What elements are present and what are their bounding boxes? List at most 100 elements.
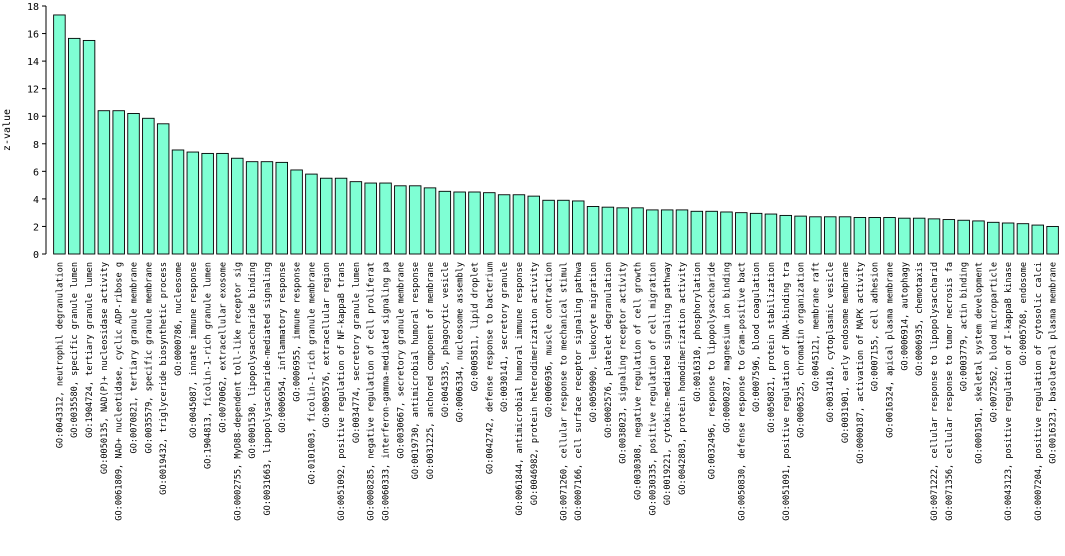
bar (868, 217, 881, 255)
x-category-label: GO:0006936, muscle contraction (545, 262, 555, 417)
x-category-label: GO:0006954, inflammatory response (278, 262, 288, 433)
x-category-label: GO:0016323, basolateral plasma membrane (1049, 262, 1059, 464)
bar (705, 210, 718, 255)
x-category-label: GO:0001530, lipopolysaccharide binding (248, 262, 258, 459)
x-category-label: GO:0002576, platelet degranulation (604, 262, 614, 438)
bar (735, 212, 748, 255)
bar (572, 200, 585, 255)
bar (275, 161, 288, 255)
x-category-label: GO:0070821, tertiary granule membrane (130, 262, 140, 453)
bar (838, 216, 852, 255)
bar (927, 218, 941, 255)
bar (379, 182, 392, 255)
bar (898, 217, 911, 255)
bar (675, 209, 689, 255)
bar (942, 219, 956, 255)
x-category-label: GO:0006334, nucleosome assembly (456, 262, 466, 422)
x-category-label: GO:0072562, blood microparticle (989, 262, 999, 422)
x-category-label: GO:0071222, cellular response to lipopol… (930, 262, 940, 521)
y-tick-label: 6 (33, 167, 39, 178)
x-category-label: GO:0032496, response to lipopolysacchari… (708, 262, 718, 479)
x-category-label: GO:0007204, positive regulation of cytos… (1034, 262, 1044, 521)
x-category-label: GO:0003779, actin binding (960, 262, 970, 391)
x-category-label: GO:0045087, innate immune response (189, 262, 199, 438)
bar (512, 194, 526, 255)
bar (557, 199, 570, 255)
x-category-label: GO:0031901, early endosome membrane (841, 262, 851, 443)
bar (853, 217, 867, 255)
x-category-label: GO:0043312, neutrophil degranulation (55, 262, 65, 448)
y-tick-label: 12 (27, 85, 39, 96)
bar (1046, 225, 1059, 255)
bar (720, 211, 733, 255)
x-category-label: GO:0035579, specific granule membrane (144, 262, 154, 453)
bar (987, 221, 1000, 255)
x-category-label: GO:0007155, cell adhesion (871, 262, 881, 391)
x-category-label: GO:0019221, cytokine-mediated signaling … (663, 262, 673, 505)
x-category-label: GO:0035580, specific granule lumen (70, 262, 80, 438)
bar (394, 185, 407, 255)
x-category-label: GO:0005811, lipid droplet (470, 262, 480, 391)
bar (245, 161, 259, 255)
bar (586, 206, 600, 255)
x-category-label: GO:0007596, blood coagulation (752, 262, 762, 412)
y-tick-label: 2 (33, 222, 39, 233)
bar (186, 151, 200, 255)
x-category-label: GO:1904724, tertiary granule lumen (85, 262, 95, 438)
y-tick-label: 16 (27, 30, 39, 41)
y-tick-label: 4 (33, 195, 39, 206)
x-category-label: GO:0006935, chemotaxis (915, 262, 925, 376)
x-category-label: GO:0045335, phagocytic vesicle (441, 262, 451, 417)
x-category-label: GO:0031410, cytoplasmic vesicle (826, 262, 836, 422)
y-axis: 0 2 4 6 8 10 12 14 16 18 (27, 2, 47, 261)
x-category-label: GO:0030141, secretory granule (500, 262, 510, 412)
x-category-label: GO:0006325, chromatin organization (797, 262, 807, 438)
bar (497, 194, 511, 255)
x-category-label: GO:0007166, cell surface receptor signal… (574, 262, 584, 521)
x-category-label: GO:0101003, ficolin-1-rich granule membr… (307, 262, 317, 484)
x-category-label: GO:0045121, membrane raft (811, 262, 821, 391)
bar (690, 210, 704, 255)
bar (349, 181, 363, 255)
bar (1016, 223, 1030, 255)
bars (53, 14, 1059, 255)
x-category-label: GO:0005576, extracellular region (322, 262, 332, 428)
x-category-label: GO:0002755, MyD88-dependent toll-like re… (233, 262, 243, 521)
bar (320, 177, 333, 255)
x-category-label: GO:0070062, extracellular exosome (218, 262, 228, 433)
bar (794, 215, 807, 255)
x-category-label: GO:1904813, ficolin-1-rich granule lumen (204, 262, 214, 469)
x-category-label: GO:0051091, positive regulation of DNA-b… (782, 262, 792, 521)
x-category-label: GO:0042803, protein homodimerization act… (678, 262, 688, 495)
x-category-label: GO:0060333, interferon-gamma-mediated si… (382, 262, 392, 521)
x-category-label: GO:0030335, positive regulation of cell … (648, 262, 658, 516)
bar (749, 212, 763, 255)
x-category-label: GO:0006955, immune response (293, 262, 303, 402)
y-axis-title: z-value (2, 109, 13, 151)
bar (127, 113, 140, 255)
bar (364, 182, 377, 255)
bar (305, 173, 318, 255)
bar (631, 207, 644, 255)
bar (82, 39, 96, 255)
x-category-label: GO:0031663, lipopolysaccharide-mediated … (263, 262, 273, 516)
bar (216, 152, 229, 255)
x-category-label: GO:0001501, skeletal system development (974, 262, 984, 464)
bar (1001, 222, 1015, 255)
bar (408, 185, 422, 255)
y-tick-label: 10 (27, 112, 39, 123)
bar (1031, 224, 1044, 255)
bar (809, 216, 822, 255)
bar (438, 190, 452, 255)
bar (53, 14, 66, 255)
x-category-label: GO:0042742, defense response to bacteriu… (485, 262, 495, 474)
y-tick-label: 8 (33, 140, 39, 151)
bar (231, 157, 244, 255)
bar (423, 187, 437, 255)
x-category-label: GO:0061844, antimicrobial humoral immune… (515, 262, 525, 516)
x-category-label: GO:0000287, magnesium ion binding (722, 262, 732, 433)
y-tick-label: 0 (33, 250, 39, 261)
bar (453, 191, 466, 255)
x-category-label: GO:0019730, antimicrobial humoral respon… (411, 262, 421, 479)
